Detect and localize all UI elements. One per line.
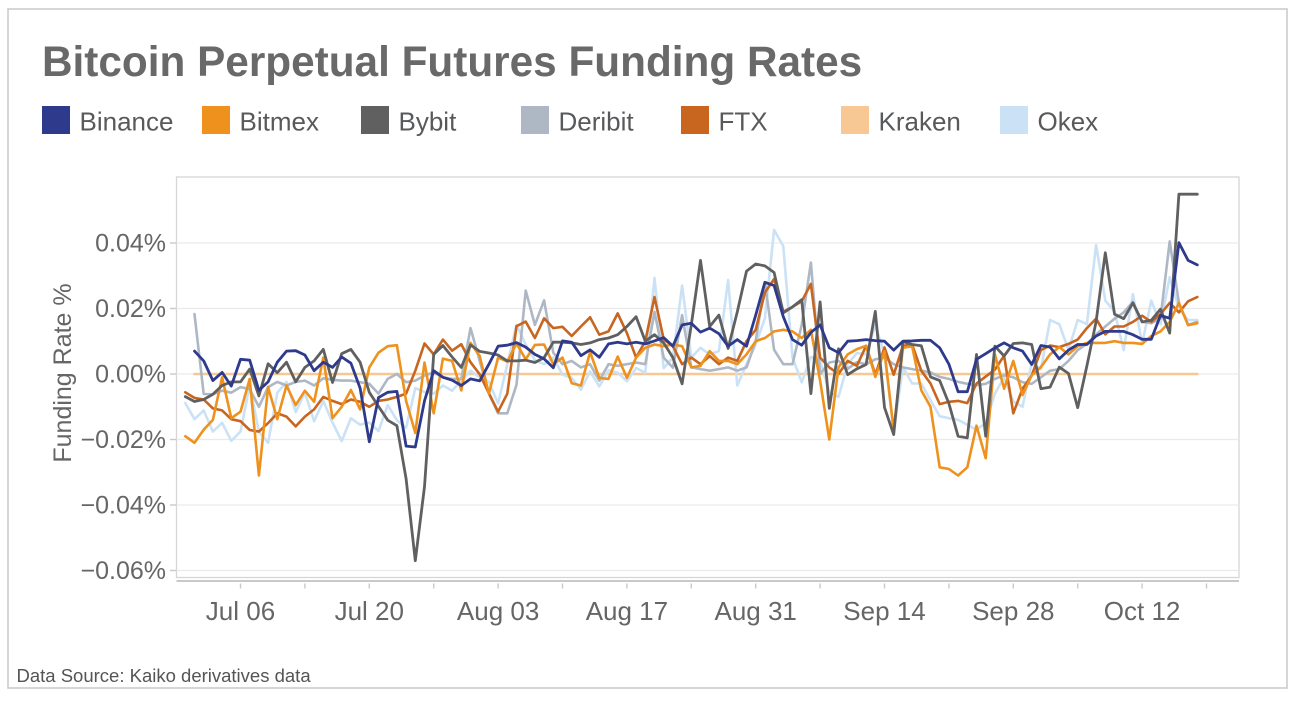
svg-text:Sep 14: Sep 14 — [843, 596, 925, 626]
svg-text:Kraken: Kraken — [879, 107, 961, 137]
svg-text:FTX: FTX — [719, 107, 768, 137]
svg-text:Sep 28: Sep 28 — [972, 596, 1054, 626]
svg-text:−0.06%: −0.06% — [81, 557, 167, 585]
svg-text:Bitcoin Perpetual Futures Fund: Bitcoin Perpetual Futures Funding Rates — [42, 38, 862, 85]
svg-text:0.04%: 0.04% — [95, 230, 166, 258]
svg-text:Aug 03: Aug 03 — [457, 596, 539, 626]
svg-text:−0.02%: −0.02% — [81, 426, 167, 454]
svg-text:−0.04%: −0.04% — [81, 492, 167, 520]
svg-text:Jul 20: Jul 20 — [335, 596, 404, 626]
svg-text:Data Source: Kaiko derivatives: Data Source: Kaiko derivatives data — [17, 665, 312, 686]
svg-text:0.02%: 0.02% — [95, 295, 166, 323]
svg-text:Deribit: Deribit — [559, 107, 635, 137]
svg-text:Aug 31: Aug 31 — [714, 596, 796, 626]
svg-text:Bybit: Bybit — [399, 107, 458, 137]
svg-text:Jul 06: Jul 06 — [206, 596, 275, 626]
svg-text:Aug 17: Aug 17 — [586, 596, 668, 626]
svg-text:Okex: Okex — [1038, 107, 1099, 137]
svg-text:Binance: Binance — [80, 107, 174, 137]
svg-text:Bitmex: Bitmex — [240, 107, 319, 137]
svg-text:Funding Rate %: Funding Rate % — [49, 283, 77, 462]
svg-text:0.00%: 0.00% — [95, 361, 166, 389]
svg-text:Oct 12: Oct 12 — [1104, 596, 1181, 626]
